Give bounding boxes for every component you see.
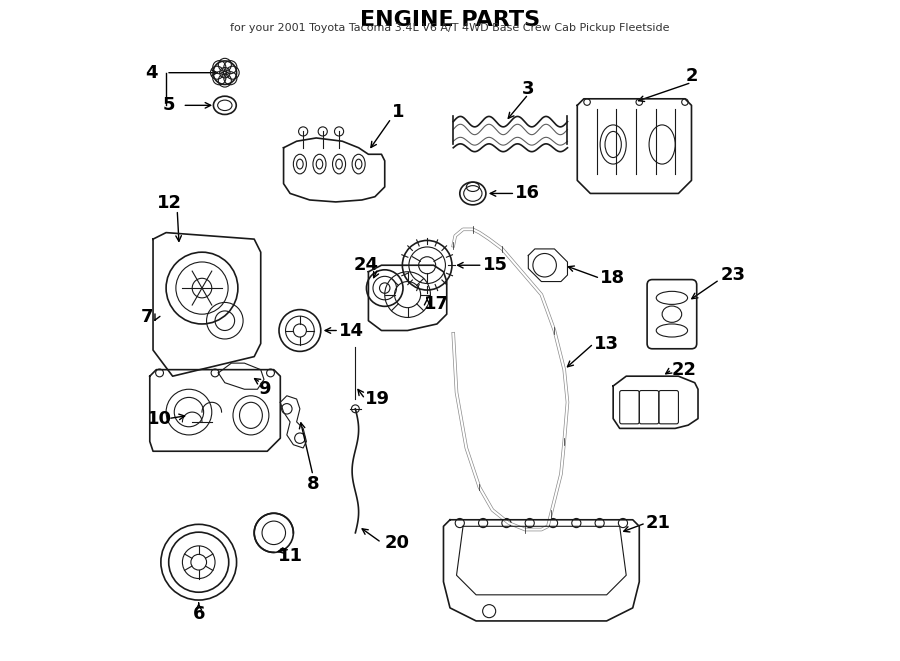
Text: 4: 4 bbox=[145, 63, 158, 82]
Text: 14: 14 bbox=[339, 321, 364, 340]
Text: 18: 18 bbox=[600, 269, 626, 288]
Text: 15: 15 bbox=[482, 256, 508, 274]
Text: 2: 2 bbox=[685, 67, 698, 85]
Text: 8: 8 bbox=[307, 475, 320, 493]
Text: ENGINE PARTS: ENGINE PARTS bbox=[360, 10, 540, 30]
Text: for your 2001 Toyota Tacoma 3.4L V6 A/T 4WD Base Crew Cab Pickup Fleetside: for your 2001 Toyota Tacoma 3.4L V6 A/T … bbox=[230, 23, 670, 33]
Text: 7: 7 bbox=[140, 309, 153, 327]
Text: 3: 3 bbox=[522, 80, 535, 98]
Text: 5: 5 bbox=[163, 97, 176, 114]
Text: 19: 19 bbox=[365, 390, 391, 408]
Text: 23: 23 bbox=[721, 266, 746, 284]
Text: 6: 6 bbox=[193, 605, 205, 623]
Text: 21: 21 bbox=[646, 514, 670, 532]
Text: 16: 16 bbox=[516, 184, 540, 202]
Text: 1: 1 bbox=[392, 103, 404, 121]
Text: 12: 12 bbox=[157, 194, 182, 212]
Text: 17: 17 bbox=[424, 295, 449, 313]
Text: 24: 24 bbox=[353, 256, 378, 274]
Text: 10: 10 bbox=[147, 410, 172, 428]
Text: 20: 20 bbox=[384, 533, 410, 552]
Text: 11: 11 bbox=[277, 547, 302, 564]
Text: 9: 9 bbox=[257, 380, 270, 398]
Text: 13: 13 bbox=[594, 334, 618, 352]
Text: 22: 22 bbox=[672, 361, 697, 379]
